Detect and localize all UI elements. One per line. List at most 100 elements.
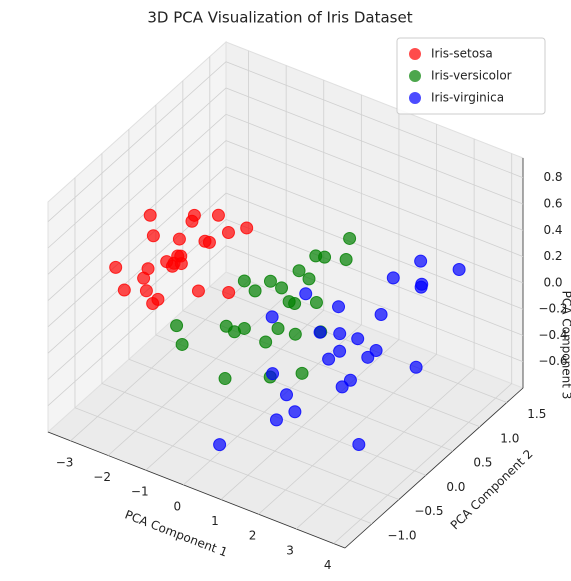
x-grid-line [107,65,287,456]
data-point [313,325,327,339]
x-grid-line [333,153,513,544]
x-grid-line [145,80,325,471]
data-point [280,388,294,402]
data-point [109,260,123,274]
y-grid-line [155,105,454,452]
data-point [170,319,184,333]
x-tick-label: 2 [249,529,257,543]
x-grid-line [258,124,437,515]
z-grid-line [47,192,524,354]
data-point [332,300,346,314]
x-tick-label: 3 [286,543,294,557]
data-point [237,274,251,288]
z-grid-line [47,113,524,275]
data-point [227,325,241,339]
y-tick-label: −0.5 [414,504,443,518]
legend-box [396,37,546,115]
y-tick-label: 0.0 [446,480,465,494]
y-tick-label: 1.0 [500,431,519,445]
data-point [165,259,179,273]
data-point [335,380,349,394]
data-point [175,337,189,351]
y-grid-line [101,153,400,500]
z-tick-label: 0.8 [543,170,562,184]
data-point [222,285,236,299]
y-grid-line [182,80,480,428]
z-grid-line [47,218,524,380]
y-grid-line [74,177,373,525]
data-point [414,280,428,294]
z-tick-label: −0.4 [538,328,567,342]
y-grid-line [128,129,427,476]
data-point [361,350,375,364]
data-point [146,229,160,243]
y-axis-line [344,387,524,549]
data-point [414,254,428,268]
data-point [248,284,262,298]
data-point [151,292,165,306]
x-tick-label: 4 [324,558,332,572]
data-point [374,308,388,322]
z-tick-label: 0.6 [543,197,562,211]
data-point [292,264,306,278]
data-point [333,344,347,358]
legend-marker [409,48,421,60]
z-grid-line [47,61,524,223]
data-point [369,344,383,358]
data-point [211,208,225,222]
z-grid-line [47,166,524,328]
data-point [295,366,309,380]
data-point [288,327,302,341]
data-point [318,250,332,264]
y-tick-label: 0.5 [473,456,492,470]
data-point [266,367,280,381]
data-point [265,310,279,324]
x-tick-label: −3 [56,455,74,469]
data-point [409,360,423,374]
z-axis-label: PCA Component 3 [560,291,571,400]
legend-marker [409,92,421,104]
z-grid-line [47,140,524,301]
data-point [172,232,186,246]
data-point [240,221,254,235]
data-point [351,332,365,346]
data-point [185,214,199,228]
data-point [171,249,185,263]
data-point [288,405,302,419]
x-tick-label: 0 [174,499,182,513]
data-point [271,322,285,336]
legend-marker [409,70,421,82]
legend-label: Iris-versicolor [431,69,512,83]
data-point [202,235,216,249]
x-axis-line [47,431,346,549]
data-point [143,208,157,222]
data-point [302,272,316,286]
data-point [139,284,153,298]
z-tick-label: −0.2 [538,302,567,316]
data-point [343,231,357,245]
x-tick-label: −2 [93,470,111,484]
chart-title: 3D PCA Visualization of Iris Dataset [147,9,412,27]
x-tick-label: −1 [131,485,149,499]
z-tick-label: 0.2 [543,249,562,263]
data-point [452,262,466,276]
data-point [191,284,205,298]
data-point [269,413,283,427]
z-tick-label: 0.4 [543,223,562,237]
x-tick-label: 1 [211,514,219,528]
data-point [322,352,336,366]
data-point [275,281,289,295]
x-grid-line [220,109,400,500]
data-point [137,271,151,285]
data-point [352,438,366,452]
legend-label: Iris-virginica [431,91,504,105]
data-point [282,295,296,309]
data-point [218,372,232,386]
data-point [259,335,273,349]
z-tick-label: 0.0 [543,275,562,289]
data-point [213,438,227,452]
z-grid-line [47,87,524,249]
data-point [117,283,131,297]
data-point [299,287,313,301]
